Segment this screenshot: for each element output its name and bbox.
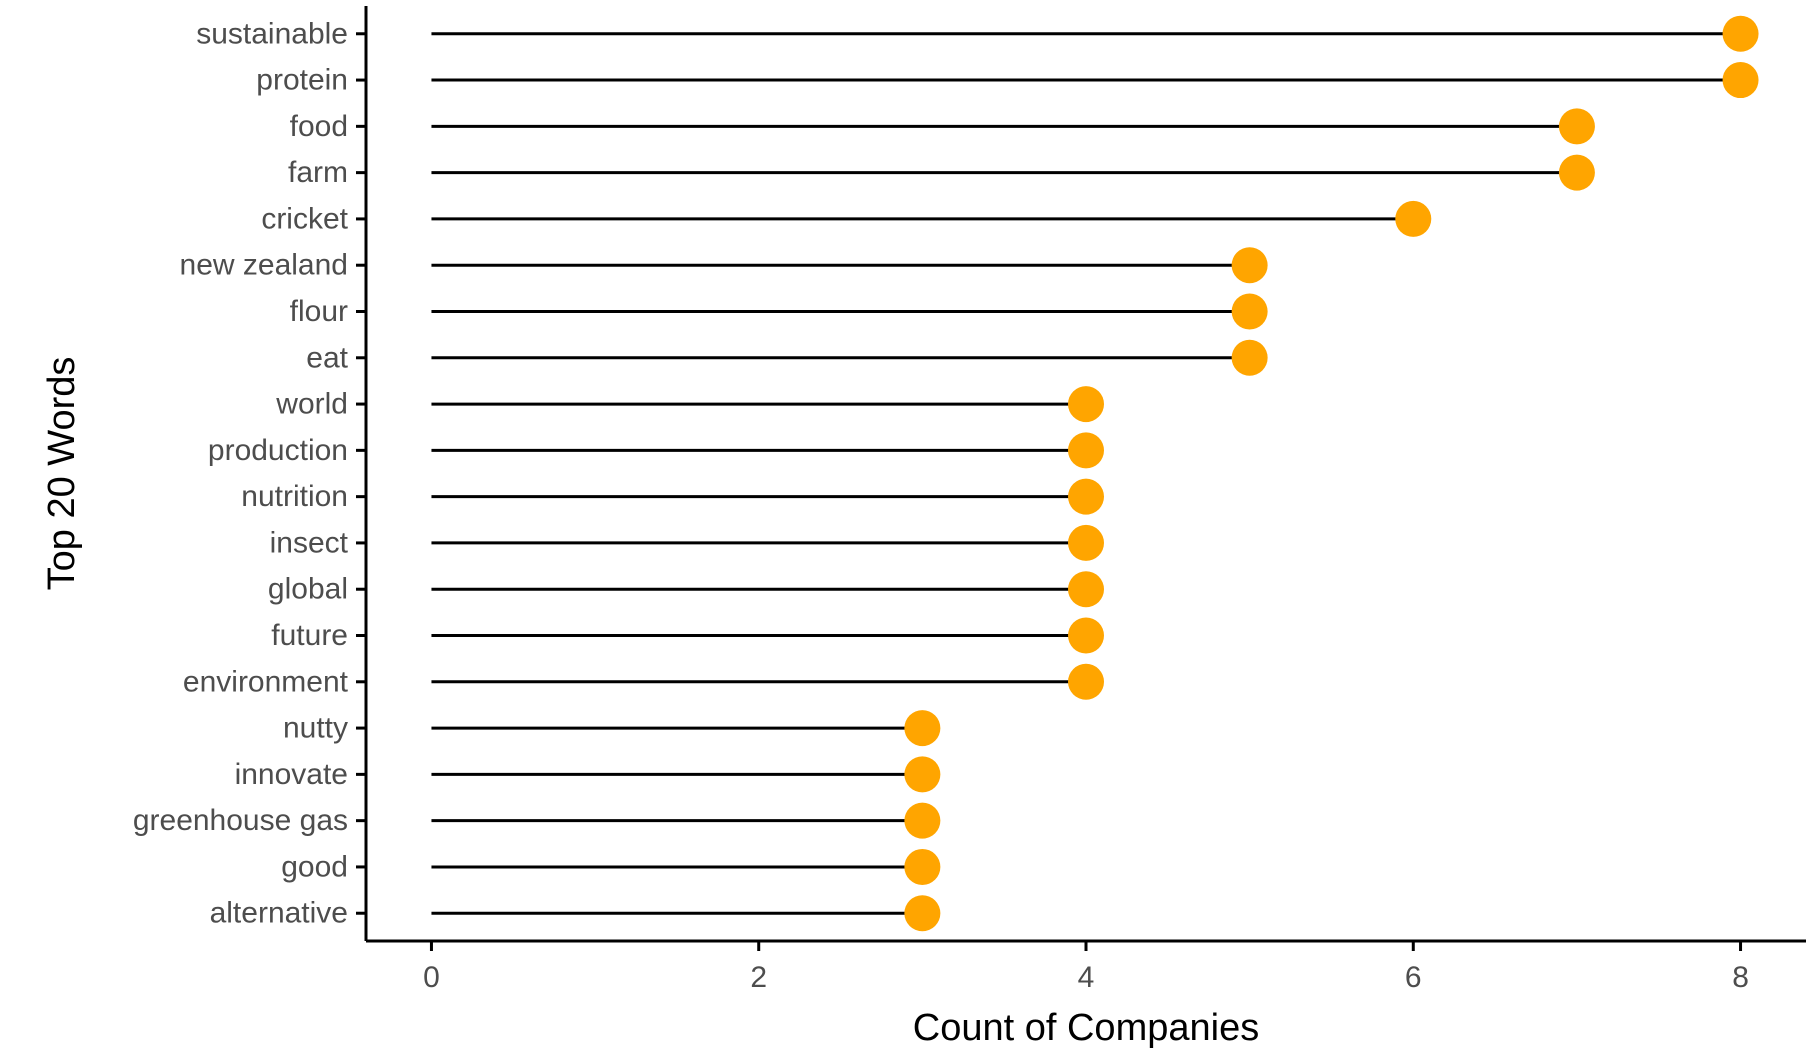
y-tick-label: flour — [290, 295, 348, 328]
y-tick-label: insect — [270, 526, 349, 559]
y-tick-label: world — [275, 388, 348, 421]
y-tick-label: future — [271, 619, 348, 652]
y-axis-ticks: sustainable protein food farm cricket new zea… — [133, 17, 366, 930]
point-cricket — [1395, 200, 1432, 237]
y-tick-label: farm — [288, 156, 348, 189]
point-nutty — [904, 710, 941, 747]
points-layer — [904, 15, 1759, 932]
y-tick-label: alternative — [210, 897, 348, 930]
y-tick-label: greenhouse gas — [133, 804, 348, 837]
point-environment — [1068, 663, 1104, 700]
point-alternative — [904, 895, 941, 932]
x-tick-label: 4 — [1078, 961, 1095, 994]
y-tick-label: good — [281, 850, 348, 883]
y-tick-label: production — [208, 434, 348, 467]
point-future — [1068, 617, 1104, 654]
x-tick-label: 6 — [1405, 961, 1422, 994]
x-axis-ticks: 0 2 4 6 8 — [423, 941, 1749, 994]
y-axis-title: Top 20 Words — [41, 357, 83, 591]
x-tick-label: 2 — [750, 961, 767, 994]
point-new-zealand — [1231, 247, 1268, 284]
point-world — [1068, 386, 1104, 423]
point-flour — [1231, 293, 1268, 330]
x-tick-label: 0 — [423, 961, 440, 994]
y-tick-label: environment — [183, 665, 349, 698]
point-food — [1558, 108, 1595, 145]
y-tick-label: innovate — [235, 758, 348, 791]
point-innovate — [904, 756, 941, 793]
stems-layer — [431, 32, 1741, 915]
point-greenhouse-gas — [904, 802, 941, 839]
y-tick-label: nutrition — [241, 480, 348, 513]
point-nutrition — [1068, 478, 1104, 515]
point-insect — [1068, 524, 1104, 561]
point-eat — [1231, 339, 1268, 376]
point-farm — [1558, 154, 1595, 191]
y-tick-label: global — [268, 573, 348, 606]
point-protein — [1722, 62, 1759, 99]
y-tick-label: nutty — [283, 712, 348, 745]
point-good — [904, 848, 941, 885]
x-tick-label: 8 — [1732, 961, 1749, 994]
x-axis-title: Count of Companies — [913, 1007, 1259, 1049]
y-tick-label: protein — [256, 64, 348, 97]
point-sustainable — [1722, 15, 1759, 52]
y-tick-label: food — [290, 110, 348, 143]
y-tick-label: cricket — [261, 202, 348, 235]
point-global — [1068, 571, 1104, 608]
y-tick-label: sustainable — [196, 17, 348, 50]
point-production — [1068, 432, 1104, 469]
y-tick-label: eat — [306, 341, 348, 374]
y-tick-label: new zealand — [180, 249, 348, 282]
